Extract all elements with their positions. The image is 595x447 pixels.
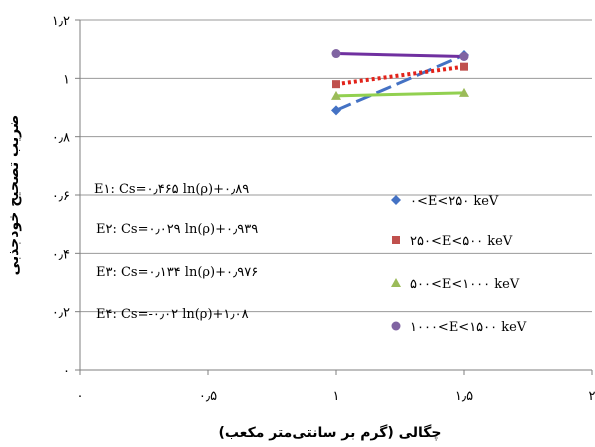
x-tick-label: ۲ <box>589 389 595 404</box>
x-tick-label: ۰٫۵ <box>199 389 217 404</box>
legend-label: ۵۰۰<E<۱۰۰۰ keV <box>410 277 520 292</box>
square-marker <box>460 62 468 71</box>
y-tick-label: ۰٫۶ <box>52 189 70 204</box>
square-marker <box>332 80 340 89</box>
y-axis-label: ضریب تصحیح خودجذبی <box>6 115 22 276</box>
diamond-marker <box>391 195 401 205</box>
legend-label: ۲۵۰<E<۵۰۰ keV <box>410 234 513 249</box>
equation-label: E۱: Cs=۰٫۴۶۵ ln(ρ)+۰٫۸۹ <box>94 182 249 197</box>
x-tick-label: ۱ <box>333 389 340 404</box>
equation-label: E۴: Cs=-۰٫۰۲ ln(ρ)+۱٫۰۸ <box>96 307 249 322</box>
x-tick-label: ۱٫۵ <box>455 389 473 404</box>
equations: E۱: Cs=۰٫۴۶۵ ln(ρ)+۰٫۸۹ E۲: Cs=۰٫۰۲۹ ln(ρ… <box>94 182 258 322</box>
triangle-marker <box>331 90 341 100</box>
circle-marker <box>331 49 341 59</box>
legend-label: ۱۰۰۰<E<۱۵۰۰ keV <box>410 320 527 335</box>
square-marker <box>392 236 400 244</box>
equation-label: E۲: Cs=۰٫۰۲۹ ln(ρ)+۰٫۹۳۹ <box>96 222 258 237</box>
legend-label: ۰<E<۲۵۰ keV <box>410 194 499 209</box>
fit-line <box>335 53 465 112</box>
fit-line <box>335 52 465 58</box>
axes <box>75 19 593 375</box>
data-points <box>331 49 469 116</box>
y-tick-label: ۰ <box>63 364 70 379</box>
y-ticks: ۰ ۰٫۲ ۰٫۴ ۰٫۶ ۰٫۸ ۱ ۱٫۲ <box>52 14 70 379</box>
circle-marker <box>459 51 469 61</box>
y-tick-label: ۱٫۲ <box>52 14 70 29</box>
triangle-marker <box>459 87 469 97</box>
fit-line <box>335 91 465 98</box>
y-tick-label: ۰٫۸ <box>52 131 70 146</box>
fit-lines <box>335 52 465 112</box>
circle-marker <box>391 321 401 331</box>
x-tick-label: ۰ <box>77 389 84 404</box>
legend: ۰<E<۲۵۰ keV ۲۵۰<E<۵۰۰ keV ۵۰۰<E<۱۰۰۰ keV ۱۰… <box>391 194 527 335</box>
x-axis-label: چگالی (گرم بر سانتی‌متر مکعب) <box>218 424 441 441</box>
gridlines <box>80 19 592 313</box>
y-tick-label: ۰٫۴ <box>52 247 70 262</box>
x-ticks: ۰ ۰٫۵ ۱ ۱٫۵ ۲ <box>77 389 595 404</box>
y-tick-label: ۰٫۲ <box>52 306 70 321</box>
y-tick-label: ۱ <box>63 72 70 87</box>
equation-label: E۳: Cs=۰٫۱۳۴ ln(ρ)+۰٫۹۷۶ <box>96 265 258 280</box>
diamond-marker <box>331 105 341 116</box>
triangle-marker <box>391 278 401 287</box>
